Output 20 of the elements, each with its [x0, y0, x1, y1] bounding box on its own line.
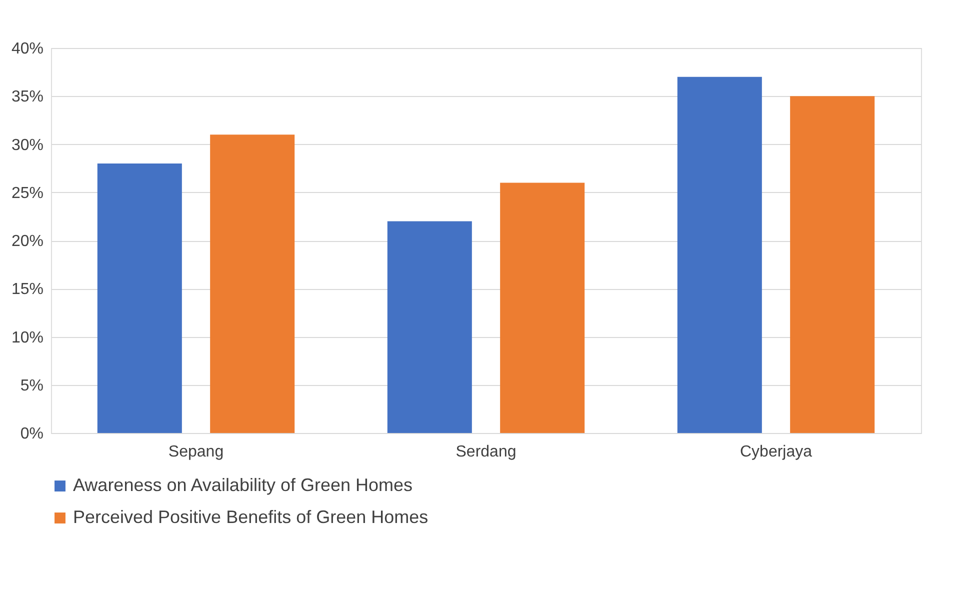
bar [97, 164, 182, 433]
y-tick-label: 5% [20, 377, 44, 394]
y-tick-label: 0% [20, 426, 44, 442]
bar [790, 96, 875, 433]
legend-label: Perceived Positive Benefits of Green Homes [73, 507, 428, 527]
x-tick-label: Cyberjaya [740, 444, 812, 460]
bar [677, 76, 762, 433]
y-tick-label: 10% [11, 329, 44, 346]
y-tick-label: 30% [11, 136, 44, 154]
bar [387, 221, 472, 433]
y-tick-label: 35% [11, 88, 44, 106]
y-tick-label: 20% [11, 233, 44, 250]
x-tick-label: Sepang [168, 444, 224, 460]
y-tick-label: 15% [11, 281, 44, 298]
bar [500, 182, 585, 433]
y-tick-label: 40% [11, 40, 44, 58]
x-tick-label: Serdang [456, 444, 516, 460]
legend-label: Awareness on Availability of Green Homes [73, 475, 413, 495]
y-tick-label: 25% [11, 184, 44, 202]
bar [210, 134, 295, 433]
